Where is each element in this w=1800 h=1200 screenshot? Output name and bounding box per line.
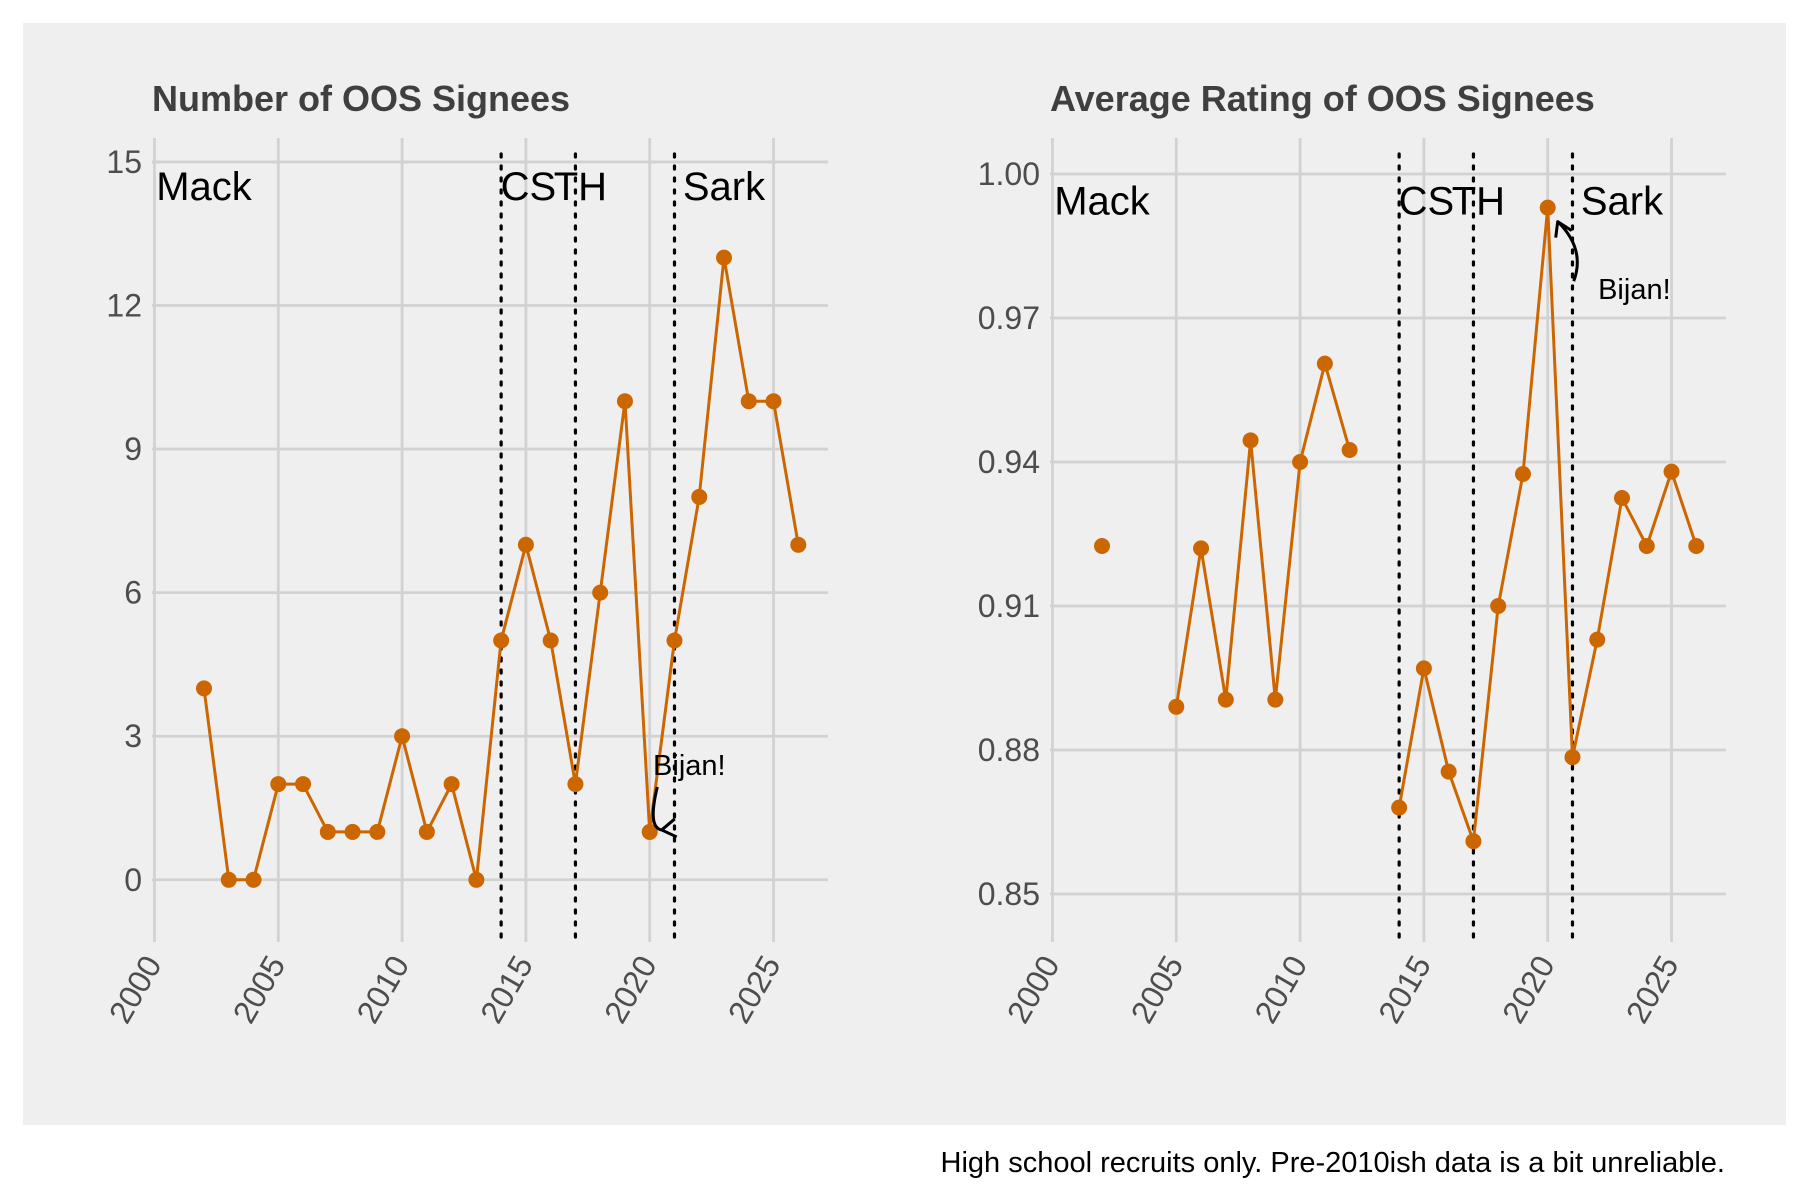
data-point — [493, 632, 510, 649]
data-point — [1490, 598, 1507, 614]
data-point — [418, 823, 435, 840]
data-point — [1316, 355, 1333, 372]
chart-panel-oos-count: Number of OOS Signees 2000 2005 2010 2015 20… — [23, 23, 885, 1125]
data-point — [641, 823, 658, 840]
y-axis-tick-labels: 0.85 0.88 0.91 0.94 0.97 1.00 — [978, 156, 1040, 912]
data-point — [1217, 691, 1234, 708]
data-point — [220, 871, 237, 888]
data-point — [196, 680, 212, 697]
data-point — [344, 823, 361, 840]
y-tick-label: 1.00 — [978, 156, 1040, 192]
data-point — [1465, 833, 1482, 850]
data-point — [1341, 442, 1358, 458]
era-label: Sark — [683, 165, 766, 209]
data-point — [270, 776, 287, 793]
data-point — [1688, 538, 1705, 554]
y-tick-label: 0.91 — [978, 588, 1040, 624]
data-point — [1539, 199, 1556, 216]
data-point — [790, 536, 807, 553]
y-tick-label: 6 — [124, 575, 142, 611]
data-point — [691, 488, 708, 505]
gridlines — [1050, 138, 1726, 942]
data-point — [1415, 660, 1432, 677]
data-point — [740, 393, 757, 410]
era-label: TH — [1452, 179, 1505, 223]
annotation: Bijan! — [651, 750, 726, 839]
data-point — [369, 823, 386, 840]
data-point — [666, 632, 683, 649]
annotation: Bijan! — [1554, 220, 1671, 306]
annotation-arrowhead — [660, 817, 678, 839]
era-label: Mack — [156, 165, 253, 209]
era-label: Sark — [1581, 179, 1664, 223]
y-tick-label: 12 — [106, 288, 142, 324]
gridlines — [152, 138, 828, 942]
data-points — [196, 249, 807, 888]
data-point — [468, 871, 485, 888]
figure-caption: High school recruits only. Pre-2010ish d… — [941, 1147, 1726, 1179]
data-point — [616, 393, 633, 410]
data-point — [1663, 463, 1680, 480]
series-line-segment — [1174, 362, 1352, 708]
y-tick-label: 0.94 — [978, 444, 1040, 480]
data-point — [1440, 763, 1457, 780]
annotation-arrow — [1556, 220, 1579, 282]
data-point — [1614, 490, 1630, 506]
era-label: CS — [501, 165, 557, 209]
y-tick-label: 9 — [124, 431, 142, 467]
coach-change-lines — [1397, 152, 1575, 944]
data-point — [245, 871, 262, 888]
data-point — [1267, 691, 1284, 708]
panel-background — [885, 23, 1786, 1125]
data-point — [765, 393, 782, 410]
data-point — [1514, 466, 1531, 482]
y-tick-label: 0 — [124, 862, 142, 898]
data-point — [542, 632, 559, 649]
y-tick-label: 0.97 — [978, 300, 1040, 336]
y-tick-label: 3 — [124, 718, 142, 754]
coach-change-lines — [499, 152, 677, 944]
panel-title: Average Rating of OOS Signees — [1050, 78, 1595, 119]
data-point — [443, 776, 460, 793]
panel-background — [23, 23, 885, 1125]
data-point — [1638, 538, 1655, 554]
data-point — [295, 776, 312, 793]
chart-panel-oos-rating: Average Rating of OOS Signees 2000 2005 20… — [885, 23, 1786, 1125]
y-tick-label: 0.85 — [978, 876, 1040, 912]
data-point — [1242, 432, 1259, 449]
data-point — [1168, 698, 1185, 715]
annotation-label: Bijan! — [1598, 274, 1671, 306]
era-label: Mack — [1054, 179, 1151, 223]
annotation-arrowhead — [1554, 220, 1573, 238]
data-point — [1094, 538, 1110, 554]
panel-title: Number of OOS Signees — [152, 78, 570, 119]
data-point — [1589, 631, 1606, 648]
annotation-arrow — [651, 786, 663, 832]
annotation-label: Bijan! — [653, 750, 726, 782]
data-point — [592, 584, 609, 601]
data-point — [1193, 540, 1210, 557]
y-tick-label: 0.88 — [978, 732, 1040, 768]
y-axis-tick-labels: 0 3 6 9 12 15 — [106, 144, 142, 898]
data-points — [1094, 199, 1705, 850]
data-point — [1564, 749, 1581, 766]
data-point — [517, 536, 534, 553]
era-label: TH — [554, 165, 607, 209]
data-point — [1391, 799, 1408, 816]
y-tick-label: 15 — [106, 144, 142, 180]
data-point — [716, 249, 732, 266]
era-label: CS — [1399, 179, 1455, 223]
data-point — [319, 823, 336, 840]
data-point — [567, 776, 584, 793]
data-point — [1292, 454, 1309, 470]
data-point — [394, 728, 411, 745]
